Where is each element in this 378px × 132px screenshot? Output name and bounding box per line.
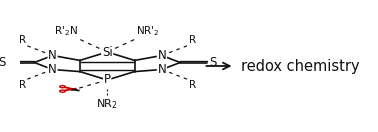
Text: N: N — [48, 49, 57, 62]
Text: NR$_2$: NR$_2$ — [96, 97, 118, 111]
Text: NR'$_2$: NR'$_2$ — [136, 24, 160, 38]
Text: R: R — [189, 80, 196, 90]
Text: N: N — [48, 63, 57, 76]
Text: S: S — [209, 56, 217, 69]
Text: R: R — [189, 35, 196, 45]
Text: Si: Si — [102, 46, 113, 58]
Text: R'$_2$N: R'$_2$N — [54, 24, 78, 38]
Text: S: S — [0, 56, 5, 69]
Text: R: R — [19, 35, 26, 45]
Text: N: N — [158, 49, 166, 62]
Text: N: N — [158, 63, 166, 76]
Text: redox chemistry: redox chemistry — [241, 58, 360, 74]
Text: R: R — [19, 80, 26, 90]
Text: P: P — [104, 74, 111, 86]
